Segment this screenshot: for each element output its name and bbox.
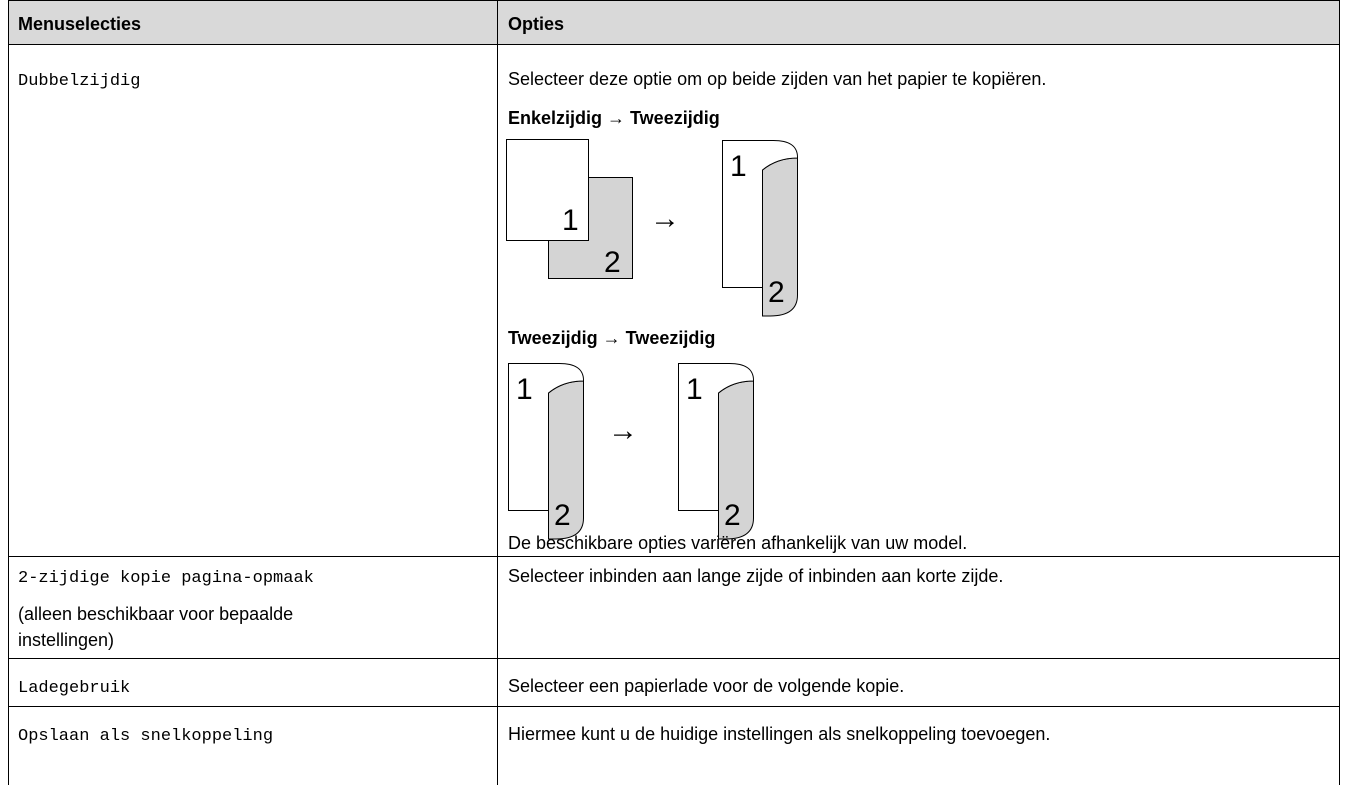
diagram: 1 2 → 1 2	[508, 362, 755, 540]
header-bg	[8, 0, 1340, 44]
note: De beschikbare opties variëren afhankeli…	[508, 533, 967, 553]
menu-item: Dubbelzijdig	[18, 72, 140, 91]
page-shape	[508, 362, 585, 511]
table-borders	[8, 0, 1340, 785]
menu-item: Ladegebruik	[18, 679, 130, 698]
page-number: 1	[516, 373, 533, 406]
option-text: Selecteer deze optie om op beide zijden …	[508, 69, 1046, 89]
curled-page	[722, 139, 799, 317]
page-shape	[678, 362, 755, 511]
page-number: 1	[686, 373, 703, 406]
diagram: 1 2 → 1 2	[506, 139, 799, 317]
page-number: 2	[604, 246, 621, 279]
header-cell: Menuselecties	[18, 14, 141, 34]
option-text: Hiermee kunt u de huidige instellingen a…	[508, 724, 1050, 744]
page-number: 1	[562, 204, 579, 237]
diagram-title: Enkelzijdig → Tweezijdig	[508, 108, 720, 128]
page-number: 2	[724, 499, 741, 532]
arrow: →	[650, 202, 680, 235]
curled-page	[678, 362, 755, 540]
menu-item: Opslaan als snelkoppeling	[18, 727, 273, 746]
curled-page	[508, 362, 585, 540]
menu-note: (alleen beschikbaar voor bepaalde	[18, 604, 293, 624]
option-text: Selecteer een papierlade voor de volgend…	[508, 676, 904, 696]
page-shape	[722, 139, 799, 288]
arrow: →	[608, 414, 638, 447]
menu-item: 2-zijdige kopie pagina-opmaak	[18, 569, 314, 588]
menu-note: instellingen)	[18, 630, 114, 650]
page-number: 2	[554, 499, 571, 532]
page-number: 1	[730, 150, 747, 183]
header-cell: Opties	[508, 14, 564, 34]
page-number: 2	[768, 276, 785, 309]
option-text: Selecteer inbinden aan lange zijde of in…	[508, 566, 1003, 586]
diagram-title: Tweezijdig → Tweezijdig	[508, 328, 715, 348]
